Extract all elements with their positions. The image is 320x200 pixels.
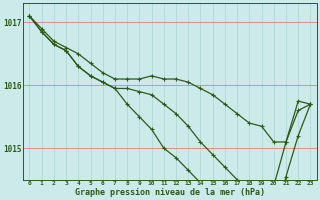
X-axis label: Graphe pression niveau de la mer (hPa): Graphe pression niveau de la mer (hPa) [75, 188, 265, 197]
